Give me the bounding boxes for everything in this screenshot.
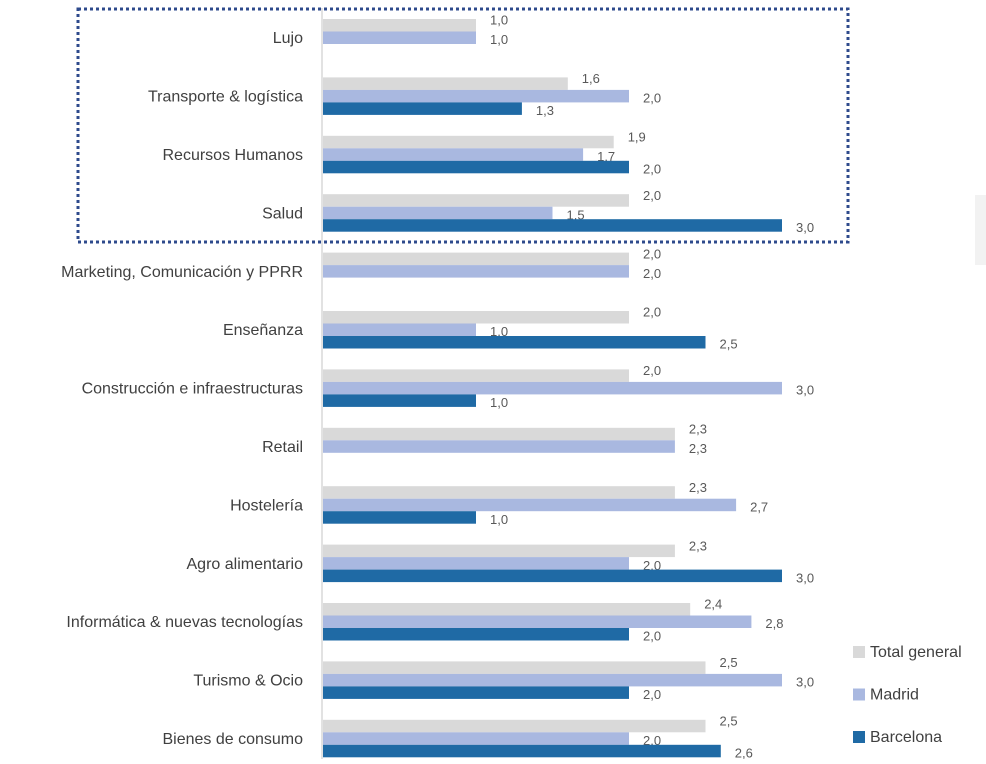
bar [323,686,629,699]
legend-label: Total general [870,644,962,661]
bar [323,323,476,336]
bar [323,732,629,745]
bar [323,252,629,266]
category-label: Agro alimentario [187,556,304,573]
category-label: Turismo & Ocio [193,673,303,690]
value-label: 3,0 [796,675,814,690]
bar [323,265,629,278]
bar [323,427,675,441]
bar [323,628,629,641]
value-label: 1,0 [490,13,508,28]
bar [323,544,675,558]
value-label: 2,0 [643,733,661,748]
bar [323,31,476,44]
value-label: 2,7 [750,499,768,514]
bar [323,440,675,453]
bar [323,135,614,149]
category-label: Transporte & logística [148,89,303,106]
bar [323,486,675,499]
value-label: 2,0 [643,629,661,644]
value-label: 2,0 [643,558,661,573]
value-label: 1,0 [490,324,508,339]
value-label: 2,5 [720,713,738,728]
legend-label: Madrid [870,687,919,704]
category-label: Salud [262,205,303,222]
bar [323,603,691,616]
bar [323,673,782,687]
bar [323,394,476,407]
value-label: 2,5 [720,655,738,670]
category-label: Retail [262,439,303,456]
value-label: 1,3 [536,103,554,118]
bar [323,89,629,103]
bar [323,219,782,232]
category-label: Construcción e infraestructuras [82,381,303,398]
value-label: 2,3 [689,538,707,553]
category-label: Informática & nuevas tecnologías [66,614,303,631]
legend-swatch [853,646,865,658]
bar [323,160,629,174]
value-label: 2,0 [643,91,661,106]
bar [323,557,629,570]
bar [323,19,476,32]
bar [323,744,721,758]
value-label: 1,6 [582,71,600,86]
value-label: 2,4 [704,597,722,612]
category-label: Bienes de consumo [162,731,303,748]
bar [323,381,782,395]
bar [323,498,737,512]
value-label: 1,5 [567,207,585,222]
bar [323,102,522,115]
value-label: 1,0 [490,395,508,410]
bar [323,206,553,220]
category-label: Hostelería [230,497,303,514]
category-label: Lujo [273,30,303,47]
value-label: 2,0 [643,687,661,702]
value-label: 2,0 [643,161,661,176]
category-label: Marketing, Comunicación y PPRR [61,264,303,281]
category-label: Recursos Humanos [163,147,304,164]
value-label: 1,9 [628,129,646,144]
bar [323,719,706,733]
legend-swatch [853,688,865,701]
bar [323,615,752,628]
bar [323,194,629,207]
bar [323,311,629,324]
legend-swatch [853,731,865,743]
value-label: 2,0 [643,266,661,281]
bar [323,661,706,674]
value-label: 2,3 [689,421,707,436]
value-label: 2,5 [720,337,738,352]
value-label: 1,0 [490,512,508,527]
value-label: 3,0 [796,570,814,585]
value-label: 2,0 [643,305,661,320]
highlight-box [76,7,850,244]
value-label: 2,3 [689,441,707,456]
value-label: 2,0 [643,363,661,378]
legend-label: Barcelona [870,729,942,746]
value-label: 1,7 [597,149,615,164]
bar [323,569,782,583]
value-label: 2,6 [735,745,753,759]
value-label: 1,0 [490,32,508,47]
value-label: 2,0 [643,188,661,203]
value-label: 2,0 [643,246,661,261]
bar [323,369,629,382]
category-label: Enseñanza [223,322,303,339]
bar [323,148,584,161]
bar [323,336,706,349]
bar [323,511,476,524]
value-label: 2,3 [689,480,707,495]
side-panel [975,195,986,265]
value-label: 2,8 [765,616,783,631]
bar [323,77,568,90]
value-label: 3,0 [796,220,814,235]
value-label: 3,0 [796,383,814,398]
